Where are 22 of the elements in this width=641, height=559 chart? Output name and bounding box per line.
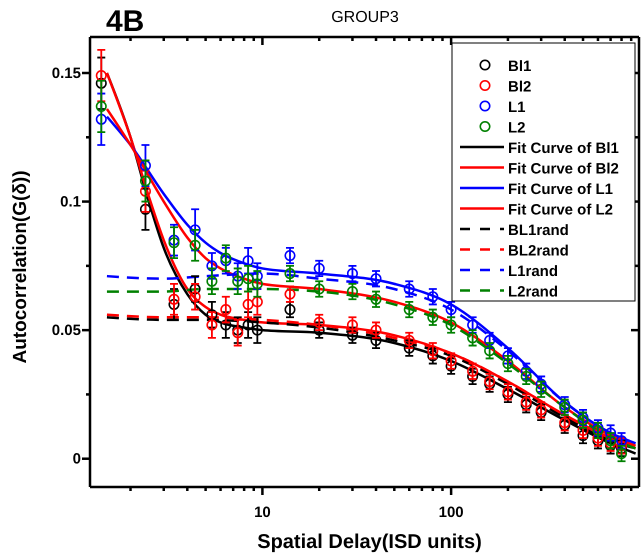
x-axis-title: Spatial Delay(ISD units) bbox=[257, 531, 482, 553]
x-tick-label: 10 bbox=[254, 504, 271, 521]
legend-label: L1rand bbox=[508, 263, 558, 280]
legend-label: BL2rand bbox=[508, 242, 569, 260]
legend-label: L2rand bbox=[508, 284, 558, 300]
legend-label: Bl1 bbox=[508, 58, 532, 75]
legend-label: Fit Curve of L2 bbox=[508, 202, 614, 218]
x-tick-label: 100 bbox=[438, 504, 464, 521]
legend-label: L1 bbox=[508, 99, 526, 116]
y-tick-label: 0.05 bbox=[52, 322, 81, 339]
y-tick-label: 0.1 bbox=[60, 193, 81, 210]
legend-label: Bl2 bbox=[508, 78, 532, 96]
legend-label: L2 bbox=[508, 120, 526, 136]
legend-label: BL1rand bbox=[508, 222, 569, 239]
annotation: 4B bbox=[106, 5, 144, 38]
legend-label: Fit Curve of L1 bbox=[508, 181, 614, 198]
y-tick-label: 0.15 bbox=[52, 64, 81, 82]
legend-label: Fit Curve of Bl1 bbox=[508, 140, 619, 157]
y-tick-label: 0 bbox=[72, 450, 81, 468]
y-axis-title: Autocorrelation(G(δ)) bbox=[10, 170, 31, 364]
legend-label: Fit Curve of Bl2 bbox=[508, 160, 619, 178]
chart-title: GROUP3 bbox=[331, 9, 399, 26]
